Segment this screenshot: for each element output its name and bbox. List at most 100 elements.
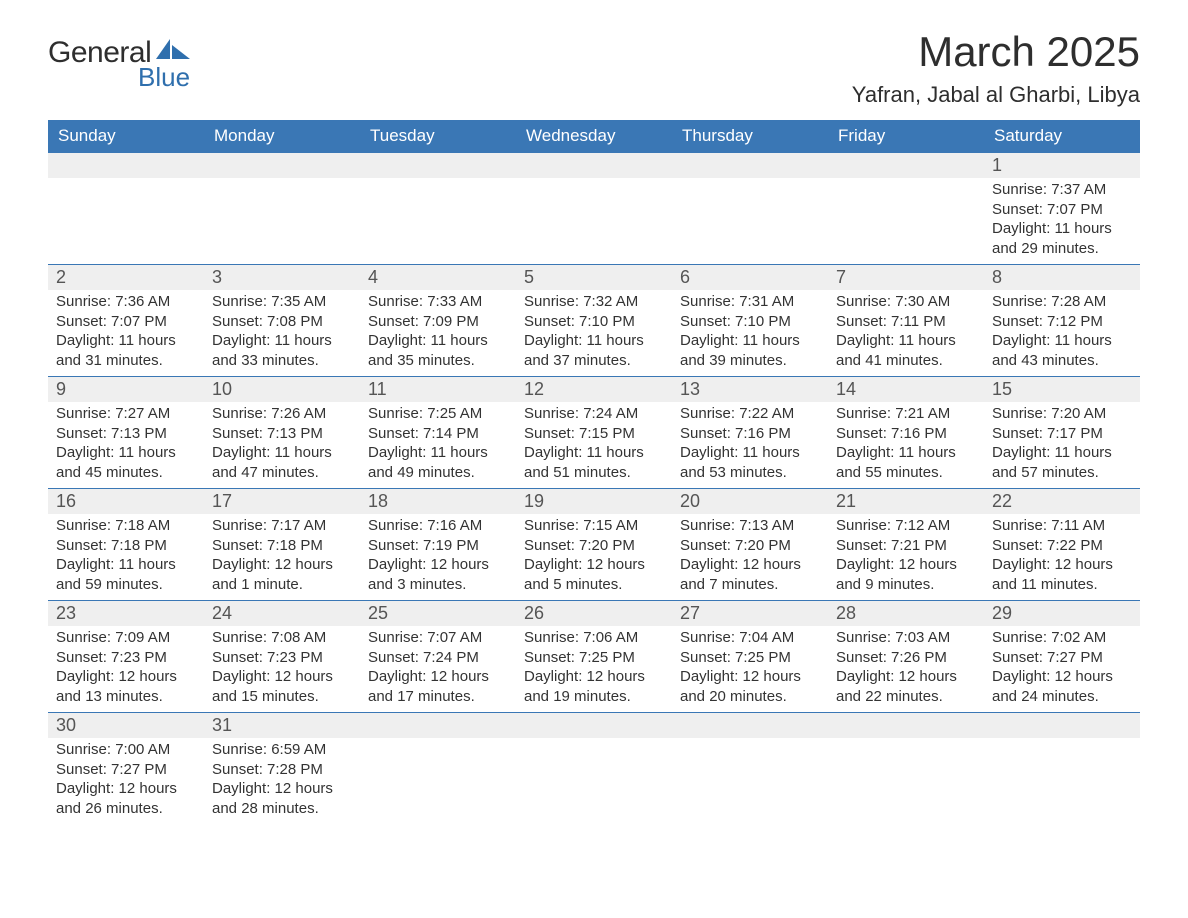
day-cell xyxy=(48,153,204,179)
day-cell: 28 xyxy=(828,601,984,627)
sunrise-text: Sunrise: 7:18 AM xyxy=(56,516,196,536)
sunset-text: Sunset: 7:20 PM xyxy=(524,536,664,556)
header: General Blue March 2025 Yafran, Jabal al… xyxy=(48,28,1140,108)
day-number: 12 xyxy=(516,377,672,402)
daynum-row: 16171819202122 xyxy=(48,489,1140,515)
day-cell xyxy=(516,713,672,739)
sunset-text: Sunset: 7:23 PM xyxy=(56,648,196,668)
logo-text-bottom: Blue xyxy=(138,62,190,93)
day-number: 2 xyxy=(48,265,204,290)
day-cell xyxy=(828,713,984,739)
day-details-cell xyxy=(516,738,672,824)
daylight2-text: and 37 minutes. xyxy=(524,351,664,371)
sunrise-text: Sunrise: 7:30 AM xyxy=(836,292,976,312)
daylight1-text: Daylight: 12 hours xyxy=(836,555,976,575)
daylight1-text: Daylight: 12 hours xyxy=(992,667,1132,687)
day-number: 26 xyxy=(516,601,672,626)
day-cell: 31 xyxy=(204,713,360,739)
day-cell xyxy=(360,153,516,179)
day-details-cell: Sunrise: 7:21 AMSunset: 7:16 PMDaylight:… xyxy=(828,402,984,489)
day-cell: 7 xyxy=(828,265,984,291)
daylight2-text: and 35 minutes. xyxy=(368,351,508,371)
day-cell: 10 xyxy=(204,377,360,403)
day-number: 1 xyxy=(984,153,1140,178)
day-cell: 19 xyxy=(516,489,672,515)
daylight1-text: Daylight: 11 hours xyxy=(680,443,820,463)
daylight1-text: Daylight: 12 hours xyxy=(212,555,352,575)
day-details-cell: Sunrise: 7:28 AMSunset: 7:12 PMDaylight:… xyxy=(984,290,1140,377)
sunrise-text: Sunrise: 7:11 AM xyxy=(992,516,1132,536)
sunrise-text: Sunrise: 7:04 AM xyxy=(680,628,820,648)
daylight2-text: and 57 minutes. xyxy=(992,463,1132,483)
calendar-table: Sunday Monday Tuesday Wednesday Thursday… xyxy=(48,120,1140,824)
daylight1-text: Daylight: 11 hours xyxy=(56,443,196,463)
sunrise-text: Sunrise: 7:24 AM xyxy=(524,404,664,424)
day-details-cell: Sunrise: 7:11 AMSunset: 7:22 PMDaylight:… xyxy=(984,514,1140,601)
sunset-text: Sunset: 7:17 PM xyxy=(992,424,1132,444)
daylight2-text: and 31 minutes. xyxy=(56,351,196,371)
day-cell: 5 xyxy=(516,265,672,291)
day-number: 13 xyxy=(672,377,828,402)
day-details-cell: Sunrise: 7:07 AMSunset: 7:24 PMDaylight:… xyxy=(360,626,516,713)
day-number: 22 xyxy=(984,489,1140,514)
sunrise-text: Sunrise: 7:26 AM xyxy=(212,404,352,424)
daylight2-text: and 24 minutes. xyxy=(992,687,1132,707)
day-number: 3 xyxy=(204,265,360,290)
day-number: 15 xyxy=(984,377,1140,402)
sunrise-text: Sunrise: 7:21 AM xyxy=(836,404,976,424)
sunrise-text: Sunrise: 6:59 AM xyxy=(212,740,352,760)
day-cell: 13 xyxy=(672,377,828,403)
day-details-cell: Sunrise: 7:17 AMSunset: 7:18 PMDaylight:… xyxy=(204,514,360,601)
day-details-cell xyxy=(672,738,828,824)
day-cell: 2 xyxy=(48,265,204,291)
day-details-cell: Sunrise: 7:15 AMSunset: 7:20 PMDaylight:… xyxy=(516,514,672,601)
sunrise-text: Sunrise: 7:35 AM xyxy=(212,292,352,312)
day-details-cell xyxy=(360,738,516,824)
sunset-text: Sunset: 7:23 PM xyxy=(212,648,352,668)
day-details-cell: Sunrise: 6:59 AMSunset: 7:28 PMDaylight:… xyxy=(204,738,360,824)
daylight2-text: and 47 minutes. xyxy=(212,463,352,483)
day-cell: 21 xyxy=(828,489,984,515)
daylight1-text: Daylight: 12 hours xyxy=(680,555,820,575)
sunset-text: Sunset: 7:13 PM xyxy=(56,424,196,444)
daylight2-text: and 55 minutes. xyxy=(836,463,976,483)
daylight2-text: and 17 minutes. xyxy=(368,687,508,707)
sunset-text: Sunset: 7:27 PM xyxy=(992,648,1132,668)
daylight2-text: and 7 minutes. xyxy=(680,575,820,595)
daylight1-text: Daylight: 11 hours xyxy=(836,443,976,463)
sunrise-text: Sunrise: 7:09 AM xyxy=(56,628,196,648)
sunset-text: Sunset: 7:26 PM xyxy=(836,648,976,668)
day-number: 8 xyxy=(984,265,1140,290)
day-details-cell: Sunrise: 7:32 AMSunset: 7:10 PMDaylight:… xyxy=(516,290,672,377)
daylight1-text: Daylight: 11 hours xyxy=(212,443,352,463)
daylight1-text: Daylight: 11 hours xyxy=(992,219,1132,239)
weekday-header: Sunday xyxy=(48,120,204,153)
logo: General Blue xyxy=(48,36,190,93)
details-row: Sunrise: 7:37 AMSunset: 7:07 PMDaylight:… xyxy=(48,178,1140,265)
day-number: 23 xyxy=(48,601,204,626)
sunset-text: Sunset: 7:14 PM xyxy=(368,424,508,444)
day-details-cell: Sunrise: 7:22 AMSunset: 7:16 PMDaylight:… xyxy=(672,402,828,489)
day-cell xyxy=(204,153,360,179)
daylight2-text: and 13 minutes. xyxy=(56,687,196,707)
sunset-text: Sunset: 7:19 PM xyxy=(368,536,508,556)
logo-text-top: General xyxy=(48,36,151,70)
day-number: 17 xyxy=(204,489,360,514)
day-number: 6 xyxy=(672,265,828,290)
daylight2-text: and 19 minutes. xyxy=(524,687,664,707)
day-cell: 9 xyxy=(48,377,204,403)
day-cell: 20 xyxy=(672,489,828,515)
day-cell: 24 xyxy=(204,601,360,627)
location: Yafran, Jabal al Gharbi, Libya xyxy=(852,82,1140,108)
sunrise-text: Sunrise: 7:12 AM xyxy=(836,516,976,536)
sunset-text: Sunset: 7:18 PM xyxy=(212,536,352,556)
daylight2-text: and 5 minutes. xyxy=(524,575,664,595)
day-details-cell xyxy=(984,738,1140,824)
day-number: 14 xyxy=(828,377,984,402)
details-row: Sunrise: 7:36 AMSunset: 7:07 PMDaylight:… xyxy=(48,290,1140,377)
day-number: 5 xyxy=(516,265,672,290)
daylight2-text: and 20 minutes. xyxy=(680,687,820,707)
sunset-text: Sunset: 7:13 PM xyxy=(212,424,352,444)
day-details-cell xyxy=(204,178,360,265)
day-number: 18 xyxy=(360,489,516,514)
